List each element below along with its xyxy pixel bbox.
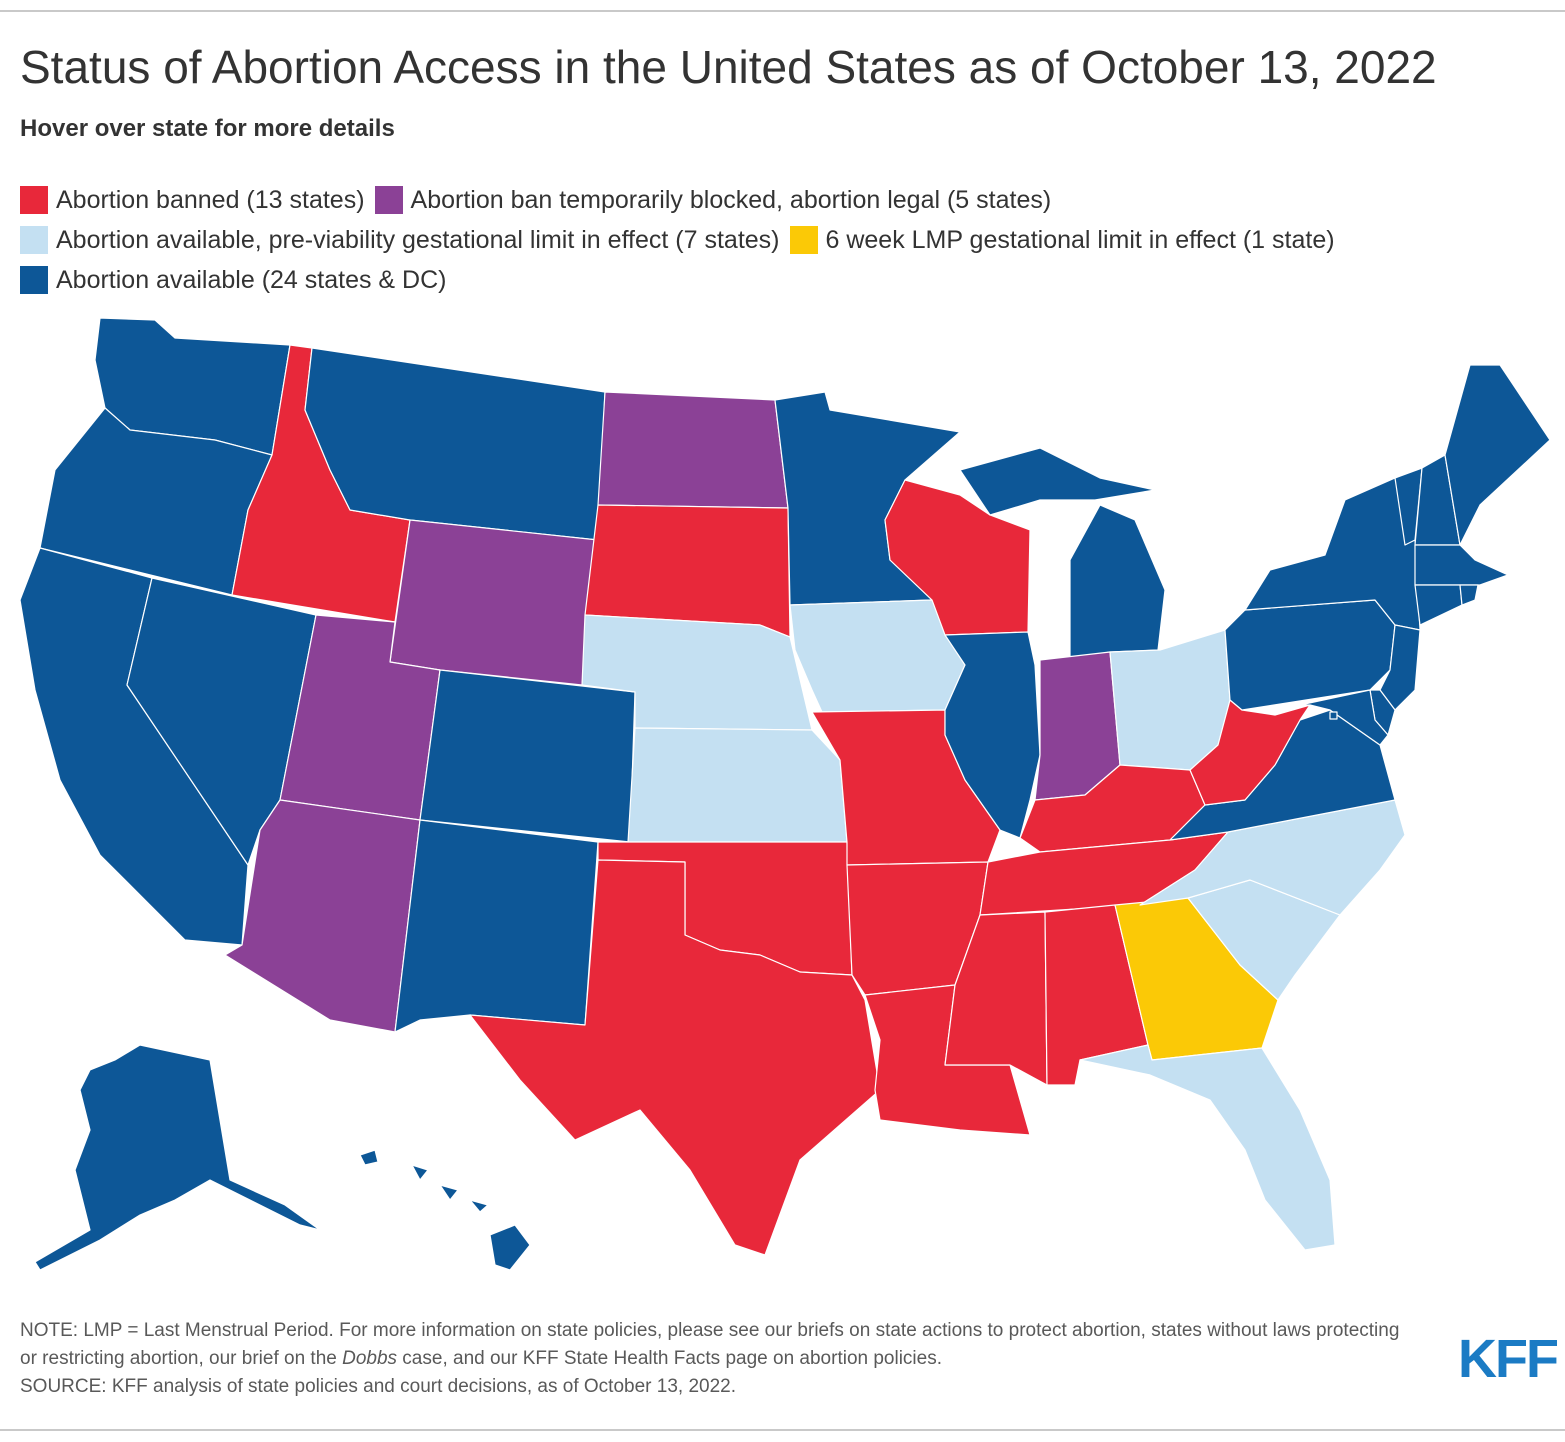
note-text: NOTE: LMP = Last Menstrual Period. For m…: [20, 1317, 1420, 1373]
legend-item-banned: Abortion banned (13 states): [20, 186, 365, 215]
legend-label-sixweek: 6 week LMP gestational limit in effect (…: [825, 225, 1335, 254]
note-text-part1: NOTE: LMP = Last Menstrual Period. For m…: [20, 1320, 1400, 1369]
legend-label-banned: Abortion banned (13 states): [56, 185, 365, 214]
legend-item-available: Abortion available (24 states & DC): [20, 266, 446, 295]
state-IL[interactable]: [944, 631, 1041, 839]
note-dobbs: Dobbs: [342, 1348, 398, 1369]
state-MD[interactable]: [1299, 689, 1389, 746]
footnote: NOTE: LMP = Last Menstrual Period. For m…: [20, 1317, 1420, 1401]
state-ME[interactable]: [1444, 364, 1551, 546]
state-DC[interactable]: [1329, 711, 1338, 720]
us-states-map: [19, 317, 1551, 1271]
state-MA[interactable]: [1414, 544, 1509, 586]
legend-item-limit: Abortion available, pre-viability gestat…: [20, 226, 780, 255]
state-KS[interactable]: [627, 727, 848, 843]
state-CO[interactable]: [419, 669, 636, 843]
state-NC[interactable]: [1139, 799, 1406, 916]
state-CT[interactable]: [1414, 584, 1463, 626]
legend-swatch-blocked: [374, 186, 403, 214]
source-text: SOURCE: KFF analysis of state policies a…: [20, 1376, 737, 1397]
legend-label-available: Abortion available (24 states & DC): [56, 265, 447, 294]
state-OH[interactable]: [1109, 629, 1231, 771]
bottom-rule: [0, 1429, 1565, 1431]
legend-swatch-available: [20, 266, 48, 294]
top-rule: [0, 10, 1565, 12]
legend-label-limit: Abortion available, pre-viability gestat…: [56, 225, 780, 254]
state-WY[interactable]: [389, 519, 599, 686]
state-HI[interactable]: [359, 1149, 531, 1271]
page-subtitle: Hover over state for more details: [20, 115, 395, 142]
state-TX[interactable]: [469, 859, 881, 1256]
legend-swatch-banned: [20, 186, 48, 214]
state-ND[interactable]: [597, 391, 789, 509]
legend-swatch-limit: [20, 226, 48, 254]
legend-item-blocked: Abortion ban temporarily blocked, aborti…: [374, 185, 1052, 215]
state-RI[interactable]: [1459, 584, 1479, 606]
state-NM[interactable]: [394, 819, 599, 1033]
note-text-part2: case, and our KFF State Health Facts pag…: [397, 1348, 943, 1369]
legend: Abortion banned (13 states) Abortion ban…: [20, 180, 1345, 300]
legend-label-blocked: Abortion ban temporarily blocked, aborti…: [410, 185, 1052, 214]
legend-item-sixweek: 6 week LMP gestational limit in effect (…: [789, 225, 1335, 255]
kff-logo: KFF: [1458, 1329, 1559, 1389]
page-title: Status of Abortion Access in the United …: [20, 41, 1437, 93]
legend-swatch-sixweek: [789, 226, 818, 254]
state-AK[interactable]: [34, 1044, 321, 1271]
state-FL[interactable]: [1079, 1044, 1336, 1251]
